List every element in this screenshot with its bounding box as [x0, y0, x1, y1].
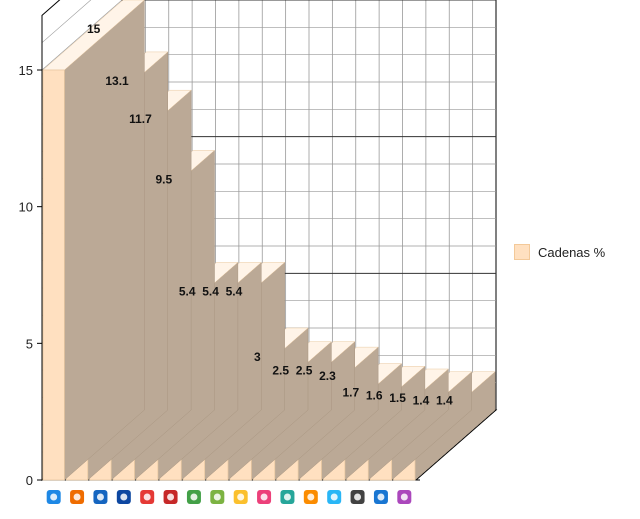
y-tick-label: 15	[19, 63, 33, 78]
canal-sur-icon	[210, 490, 225, 504]
bar	[42, 69, 65, 481]
legend-label: Cadenas %	[538, 244, 606, 260]
y-tick-label: 10	[19, 200, 33, 215]
data-label: 2.3	[319, 369, 336, 383]
data-label: 5.4	[202, 284, 219, 298]
clan-icon	[327, 490, 342, 504]
data-label: 2.5	[296, 364, 313, 378]
la-2-icon	[280, 490, 295, 504]
castilla-la-mancha-tv-icon	[163, 490, 178, 504]
data-label: 5.4	[226, 284, 243, 298]
antena-3-icon	[46, 490, 61, 504]
data-label: 15	[87, 22, 101, 36]
la-1-icon	[93, 490, 108, 504]
la-sexta-icon	[186, 490, 201, 504]
y-tick-label: 5	[26, 336, 33, 351]
tv3-icon	[373, 490, 388, 504]
data-label: 3	[254, 350, 261, 364]
legend: Cadenas %	[514, 244, 605, 260]
data-label: 5.4	[179, 284, 196, 298]
nova-icon	[257, 490, 272, 504]
antena-3-hd-icon	[397, 490, 412, 504]
y-tick-label: 0	[26, 473, 33, 488]
bar-side	[64, 0, 145, 481]
data-label: 1.6	[366, 388, 383, 402]
teledeporte-icon	[303, 490, 318, 504]
data-label: 1.7	[342, 386, 359, 400]
data-label: 13.1	[105, 74, 129, 88]
data-label: 11.7	[129, 112, 152, 126]
data-label: 1.5	[389, 391, 406, 405]
cuatro-icon	[70, 490, 85, 504]
data-label: 2.5	[272, 364, 289, 378]
tele-madrid-icon	[140, 490, 155, 504]
data-label: 9.5	[155, 172, 172, 186]
legend-swatch	[514, 244, 530, 260]
neox-icon	[233, 490, 248, 504]
telecinco-icon	[116, 490, 131, 504]
grid-line-side	[41, 0, 123, 71]
grid-line-side	[41, 0, 92, 43]
data-label: 1.4	[413, 394, 430, 408]
data-label: 1.4	[436, 394, 453, 408]
intereconomia-icon	[350, 490, 365, 504]
